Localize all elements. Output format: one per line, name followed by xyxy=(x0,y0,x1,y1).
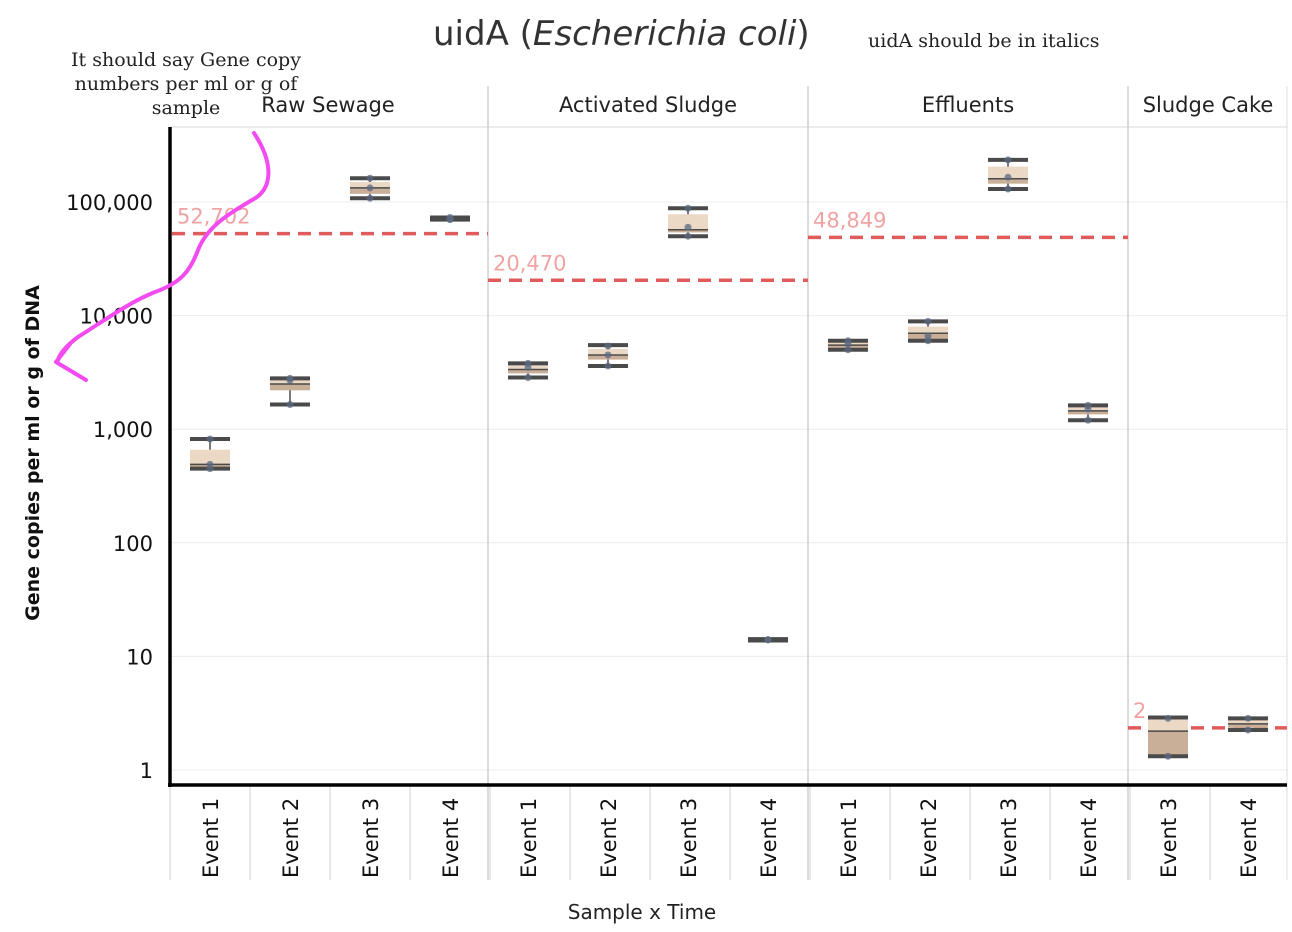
data-point xyxy=(1164,752,1172,760)
box-lower xyxy=(1148,731,1188,756)
box-lower xyxy=(1228,723,1268,728)
data-point xyxy=(684,204,692,212)
data-point xyxy=(1004,185,1012,193)
panel-header-activated-sludge: Activated Sludge xyxy=(558,93,738,117)
data-point xyxy=(1244,714,1252,722)
y-tick-label: 100 xyxy=(113,532,153,556)
data-point xyxy=(1084,416,1092,424)
data-point xyxy=(604,351,612,359)
box-lower xyxy=(508,369,548,374)
x-tick-label: Event 4 xyxy=(757,798,781,878)
italics-annotation: uidA should be in italics xyxy=(868,30,1100,52)
reference-line-label: 20,470 xyxy=(493,251,566,275)
data-point xyxy=(366,174,374,182)
box-lower xyxy=(988,178,1028,184)
data-point xyxy=(604,342,612,350)
box-lower xyxy=(668,229,708,233)
box-upper xyxy=(1148,718,1188,732)
title-open-paren: ( xyxy=(519,14,533,54)
y-tick-label: 10,000 xyxy=(80,305,153,329)
data-point xyxy=(1084,401,1092,409)
x-tick-label: Event 3 xyxy=(359,798,383,878)
box-upper xyxy=(988,166,1028,179)
data-point xyxy=(524,374,532,382)
x-tick-label: Event 2 xyxy=(279,798,303,878)
y-tick-label: 100,000 xyxy=(66,191,153,215)
annotation-arrow-head xyxy=(54,342,88,382)
y-tick-label: 1 xyxy=(140,759,153,783)
title-close-paren: ) xyxy=(796,14,810,54)
x-axis-label: Sample x Time xyxy=(567,900,717,924)
box-lower xyxy=(270,383,310,391)
x-tick-label: Event 3 xyxy=(1157,798,1181,878)
data-point xyxy=(684,232,692,240)
x-tick-label: Event 2 xyxy=(597,798,621,878)
panel-header-raw-sewage: Raw Sewage xyxy=(261,93,395,117)
data-point xyxy=(764,636,772,644)
x-tick-label: Event 4 xyxy=(1237,798,1261,878)
x-tick-label: Event 3 xyxy=(677,798,701,878)
data-point xyxy=(366,184,374,192)
reference-line-label: 48,849 xyxy=(813,208,886,232)
panel-header-effluents: Effluents xyxy=(921,93,1015,117)
data-point xyxy=(844,346,852,354)
y-tick-label: 1,000 xyxy=(93,418,153,442)
data-point xyxy=(524,359,532,367)
ylabel-annotation: It should say Gene copy numbers per ml o… xyxy=(71,49,301,119)
panel-header-sludge-cake: Sludge Cake xyxy=(1142,93,1274,117)
data-point xyxy=(206,435,214,443)
y-axis-label: Gene copies per ml or g of DNA xyxy=(22,285,44,621)
data-point xyxy=(206,460,214,468)
box-upper xyxy=(190,449,230,465)
x-tick-label: Event 4 xyxy=(1077,798,1101,878)
data-point xyxy=(1244,726,1252,734)
data-point xyxy=(924,317,932,325)
x-tick-label: Event 2 xyxy=(917,798,941,878)
chart-title: uidA (Escherichia coli) xyxy=(433,14,810,54)
x-tick-label: Event 1 xyxy=(517,798,541,878)
data-point xyxy=(446,214,454,222)
data-point xyxy=(604,362,612,370)
data-point xyxy=(286,374,294,382)
annotation-arrow-stroke xyxy=(56,131,271,362)
data-point xyxy=(1164,714,1172,722)
data-point xyxy=(366,194,374,202)
data-point xyxy=(684,223,692,231)
box-upper xyxy=(908,326,948,334)
title-organism: Escherichia coli xyxy=(532,14,797,54)
y-tick-label: 10 xyxy=(126,645,153,669)
box-upper xyxy=(668,214,708,230)
data-point xyxy=(1004,173,1012,181)
x-tick-label: Event 4 xyxy=(439,798,463,878)
data-point xyxy=(1004,156,1012,164)
box-upper xyxy=(1228,720,1268,724)
title-gene: uidA xyxy=(433,14,509,54)
data-point xyxy=(844,337,852,345)
reference-line-label: 2 xyxy=(1133,699,1146,723)
x-tick-label: Event 3 xyxy=(997,798,1021,878)
x-tick-label: Event 1 xyxy=(199,798,223,878)
x-tick-label: Event 1 xyxy=(837,798,861,878)
data-point xyxy=(924,332,932,340)
data-point xyxy=(286,400,294,408)
